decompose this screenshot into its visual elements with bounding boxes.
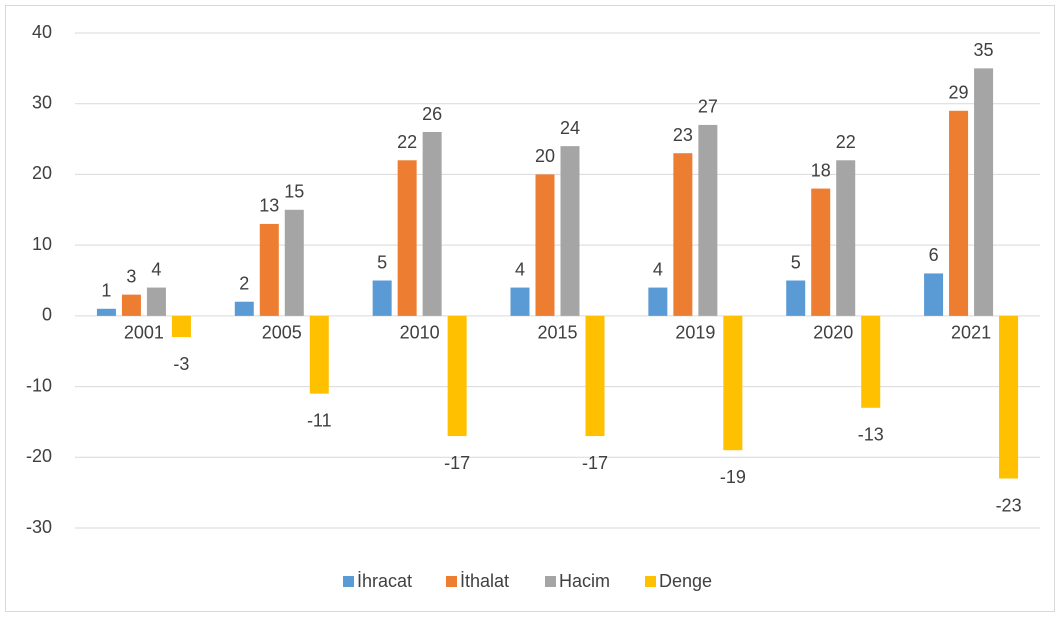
bar bbox=[234, 301, 254, 316]
x-tick-label: 2021 bbox=[951, 323, 991, 343]
y-tick-label: -20 bbox=[26, 446, 52, 466]
x-tick-label: 2001 bbox=[124, 323, 164, 343]
data-label: 5 bbox=[377, 252, 387, 272]
legend-swatch bbox=[343, 576, 354, 587]
bar bbox=[259, 223, 279, 316]
bar bbox=[422, 132, 442, 316]
x-tick-label: 2019 bbox=[675, 323, 715, 343]
bar bbox=[171, 315, 191, 338]
data-label: 20 bbox=[535, 146, 555, 166]
legend-swatch bbox=[645, 576, 656, 587]
bar bbox=[836, 160, 856, 316]
y-tick-label: -10 bbox=[26, 375, 52, 395]
bar bbox=[648, 287, 668, 316]
bar bbox=[96, 308, 116, 316]
data-label: -17 bbox=[444, 453, 470, 473]
bar bbox=[447, 315, 467, 437]
data-label: -11 bbox=[307, 410, 332, 430]
y-tick-label: -30 bbox=[26, 517, 52, 537]
data-label: -17 bbox=[582, 453, 608, 473]
data-label: 18 bbox=[811, 160, 831, 180]
bar bbox=[924, 273, 944, 316]
bar bbox=[510, 287, 530, 316]
bar bbox=[560, 146, 580, 316]
bar bbox=[811, 188, 831, 316]
bar bbox=[535, 174, 555, 316]
data-label: -19 bbox=[720, 467, 746, 487]
x-tick-label: 2005 bbox=[262, 323, 302, 343]
data-label: 22 bbox=[836, 132, 856, 152]
bar bbox=[309, 315, 329, 394]
data-label: 13 bbox=[259, 196, 279, 216]
x-tick-label: 2010 bbox=[400, 323, 440, 343]
data-label: 27 bbox=[698, 97, 718, 117]
bar bbox=[999, 315, 1019, 479]
y-tick-label: 10 bbox=[32, 234, 52, 254]
data-label: 35 bbox=[974, 40, 994, 60]
legend-swatch bbox=[545, 576, 556, 587]
x-tick-label: 2015 bbox=[537, 323, 577, 343]
bar bbox=[861, 315, 881, 408]
data-label: 1 bbox=[101, 281, 111, 301]
x-tick-label: 2020 bbox=[813, 323, 853, 343]
bar bbox=[673, 153, 693, 316]
bar bbox=[786, 280, 806, 316]
bar bbox=[974, 68, 994, 316]
bar bbox=[949, 110, 969, 316]
chart-border bbox=[5, 5, 1055, 612]
data-label: 29 bbox=[949, 83, 969, 103]
data-label: 3 bbox=[126, 266, 136, 286]
data-label: -23 bbox=[996, 495, 1022, 515]
data-label: 15 bbox=[284, 182, 304, 202]
data-label: -3 bbox=[173, 354, 189, 374]
legend-label: Hacim bbox=[559, 571, 610, 591]
bar bbox=[146, 287, 166, 316]
data-label: 22 bbox=[397, 132, 417, 152]
bar bbox=[698, 124, 718, 316]
data-label: 4 bbox=[515, 259, 525, 279]
data-label: 2 bbox=[239, 273, 249, 293]
data-label: 4 bbox=[151, 259, 161, 279]
bar bbox=[284, 209, 304, 316]
legend-label: İhracat bbox=[357, 571, 412, 591]
y-tick-label: 20 bbox=[32, 163, 52, 183]
data-label: 5 bbox=[791, 252, 801, 272]
data-label: 24 bbox=[560, 118, 580, 138]
y-tick-label: 40 bbox=[32, 22, 52, 42]
bar bbox=[121, 294, 141, 316]
data-label: 4 bbox=[653, 259, 663, 279]
data-label: -13 bbox=[858, 425, 884, 445]
data-label: 6 bbox=[929, 245, 939, 265]
legend-label: Denge bbox=[659, 571, 712, 591]
legend-label: İthalat bbox=[460, 571, 509, 591]
y-tick-label: 0 bbox=[42, 305, 52, 325]
bar bbox=[372, 280, 392, 316]
bar bbox=[397, 160, 417, 316]
y-tick-label: 30 bbox=[32, 92, 52, 112]
bar bbox=[585, 315, 605, 437]
data-label: 23 bbox=[673, 125, 693, 145]
bar bbox=[723, 315, 743, 451]
data-label: 26 bbox=[422, 104, 442, 124]
legend-swatch bbox=[446, 576, 457, 587]
